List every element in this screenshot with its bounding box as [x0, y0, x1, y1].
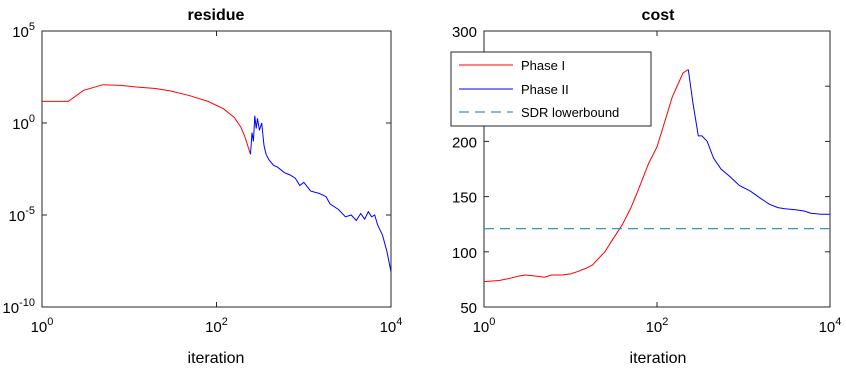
x-tick-exponent: 4 [835, 316, 841, 328]
residue-series-0 [42, 84, 251, 155]
y-tick-label: 100 [12, 113, 35, 133]
cost-series-0 [483, 69, 689, 283]
x-tick-label: 104 [819, 316, 842, 336]
residue-plot-area [41, 30, 392, 308]
y-tick-label: 200 [452, 134, 477, 151]
cost-series [483, 69, 830, 283]
cost-title: cost [642, 7, 676, 24]
y-tick-base: 10 [12, 24, 29, 41]
y-tick-label: 105 [12, 21, 35, 41]
x-tick-label: 100 [473, 316, 496, 336]
legend-label-phase-2: Phase II [521, 82, 569, 97]
y-tick-label: 10-5 [9, 205, 35, 225]
x-tick-label: 104 [380, 316, 403, 336]
y-tick-label: 300 [452, 24, 477, 41]
x-tick-label: 102 [205, 316, 228, 336]
x-tick-exponent: 0 [47, 316, 53, 328]
legend-label-phase-1: Phase I [521, 58, 565, 73]
y-tick-label: 50 [460, 300, 477, 317]
y-tick-exponent: 0 [29, 113, 35, 125]
x-tick-base: 10 [31, 319, 48, 336]
x-tick-base: 10 [819, 319, 836, 336]
y-tick-exponent: -10 [19, 297, 35, 309]
legend-label-sdr-lowerbound: SDR lowerbound [521, 105, 619, 120]
x-tick-exponent: 0 [489, 316, 495, 328]
y-tick-label: 10-10 [2, 297, 35, 317]
x-tick-label: 102 [646, 316, 669, 336]
cost-series-1 [687, 69, 830, 215]
residue-xlabel: iteration [188, 350, 245, 367]
residue-series [42, 84, 392, 273]
cost-xlabel: iteration [630, 350, 687, 367]
x-tick-exponent: 2 [222, 316, 228, 328]
y-tick-base: 10 [2, 300, 19, 317]
x-tick-base: 10 [473, 319, 490, 336]
x-tick-exponent: 4 [396, 316, 402, 328]
y-tick-label: 150 [452, 190, 477, 207]
y-tick-label: 100 [452, 245, 477, 262]
cost-legend: Phase I Phase II SDR lowerbound [450, 51, 652, 127]
x-tick-base: 10 [646, 319, 663, 336]
y-tick-base: 10 [9, 208, 26, 225]
x-tick-exponent: 2 [662, 316, 668, 328]
x-tick-label: 100 [31, 316, 54, 336]
y-tick-exponent: -5 [25, 205, 35, 217]
x-tick-base: 10 [205, 319, 222, 336]
y-tick-base: 10 [12, 116, 29, 133]
residue-title: residue [188, 7, 245, 24]
cost-chart: cost 10010210450100150200250300 iteratio… [450, 7, 842, 367]
x-tick-base: 10 [380, 319, 397, 336]
residue-series-1 [250, 115, 392, 273]
y-tick-exponent: 5 [29, 21, 35, 33]
